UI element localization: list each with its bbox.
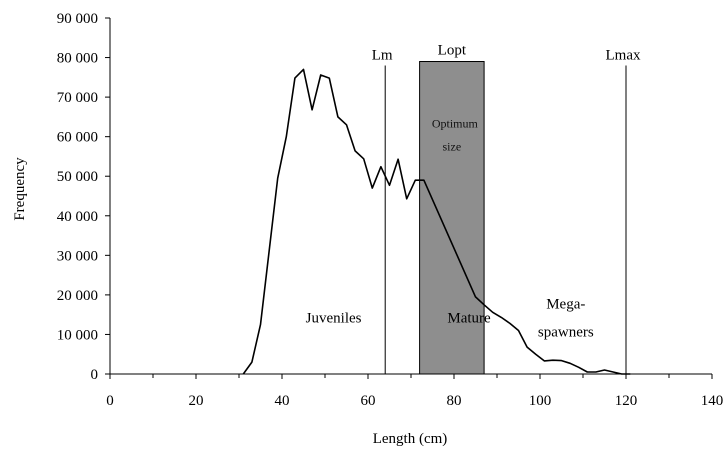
x-tick-labels: 0 20 40 60 80 100 120 140 <box>106 393 723 409</box>
y-tick-label: 70 000 <box>57 90 98 106</box>
annotations: Juveniles Mature Mega-spawners <box>306 297 594 341</box>
x-tick-label: 20 <box>189 393 204 409</box>
y-tick-labels: 0 10 000 20 000 30 000 40 000 50 000 60 000 70 … <box>57 11 98 383</box>
optimum-size-text-line1: Optimum <box>432 117 479 131</box>
x-tick-label: 60 <box>361 393 376 409</box>
y-tick-label: 20 000 <box>57 288 98 304</box>
series-line-0 <box>242 68 631 375</box>
x-tick-label: 120 <box>615 393 638 409</box>
optimum-size-box <box>419 61 485 375</box>
x-tick-label: 0 <box>106 393 114 409</box>
axes <box>109 18 712 375</box>
y-tick-label: 80 000 <box>57 51 98 67</box>
annotation-mega: Mega- <box>546 297 585 313</box>
annotation-juveniles: Juveniles <box>306 311 362 327</box>
y-tick-label: 60 000 <box>57 130 98 146</box>
annotation-spawners: spawners <box>538 324 594 340</box>
reference-label-lmax: Lmax <box>606 47 641 63</box>
reference-lines: Lm Lmax <box>372 47 641 374</box>
x-axis-title: Length (cm) <box>373 431 448 447</box>
y-tick-label: 10 000 <box>57 327 98 343</box>
x-tick-label: 100 <box>529 393 552 409</box>
y-tick-label: 40 000 <box>57 209 98 225</box>
y-tick-label: 30 000 <box>57 248 98 264</box>
y-axis-title: Frequency <box>12 157 28 221</box>
x-tick-label: 40 <box>275 393 290 409</box>
x-tick-label: 140 <box>701 393 724 409</box>
y-tick-label: 90 000 <box>57 11 98 27</box>
lopt-label: Lopt <box>438 43 467 59</box>
x-tick-label: 80 <box>447 393 462 409</box>
annotation-mature: Mature <box>447 311 491 327</box>
optimum-size-box-layer: Lopt Optimum size <box>419 43 485 375</box>
y-tick-label: 0 <box>91 367 99 383</box>
optimum-size-text-line2: size <box>443 140 462 154</box>
tick-marks <box>105 17 713 379</box>
series-layer <box>242 68 631 375</box>
reference-label-lm: Lm <box>372 47 393 63</box>
y-tick-label: 50 000 <box>57 169 98 185</box>
